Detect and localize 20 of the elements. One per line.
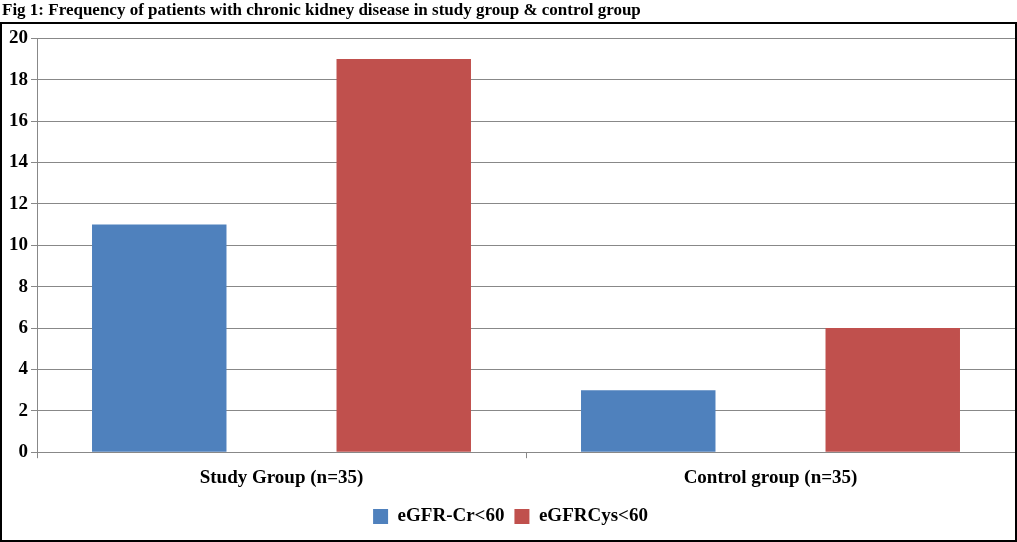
legend-label: eGFRCys<60 [538,504,648,526]
y-tick-label: 4 [18,357,29,379]
y-tick-label: 20 [9,26,28,48]
y-tick-label: 10 [9,233,28,255]
y-tick-label: 14 [9,150,29,172]
bar [825,328,960,452]
y-tick-label: 12 [9,191,28,213]
y-tick-label: 2 [18,398,28,420]
y-tick-label: 16 [9,109,28,131]
bar [336,59,471,452]
bar [92,224,227,452]
bar [581,390,716,452]
x-tick-label: Control group (n=35) [683,465,858,488]
legend-label: eGFR-Cr<60 [397,504,505,526]
y-tick-label: 0 [18,440,28,462]
y-tick-label: 8 [18,274,28,296]
y-tick-label: 18 [9,67,28,89]
y-tick-label: 6 [18,315,28,337]
chart-title: Fig 1: Frequency of patients with chronic kidney disease in study group & control group [1,0,642,21]
x-tick-label: Study Group (n=35) [199,465,364,488]
